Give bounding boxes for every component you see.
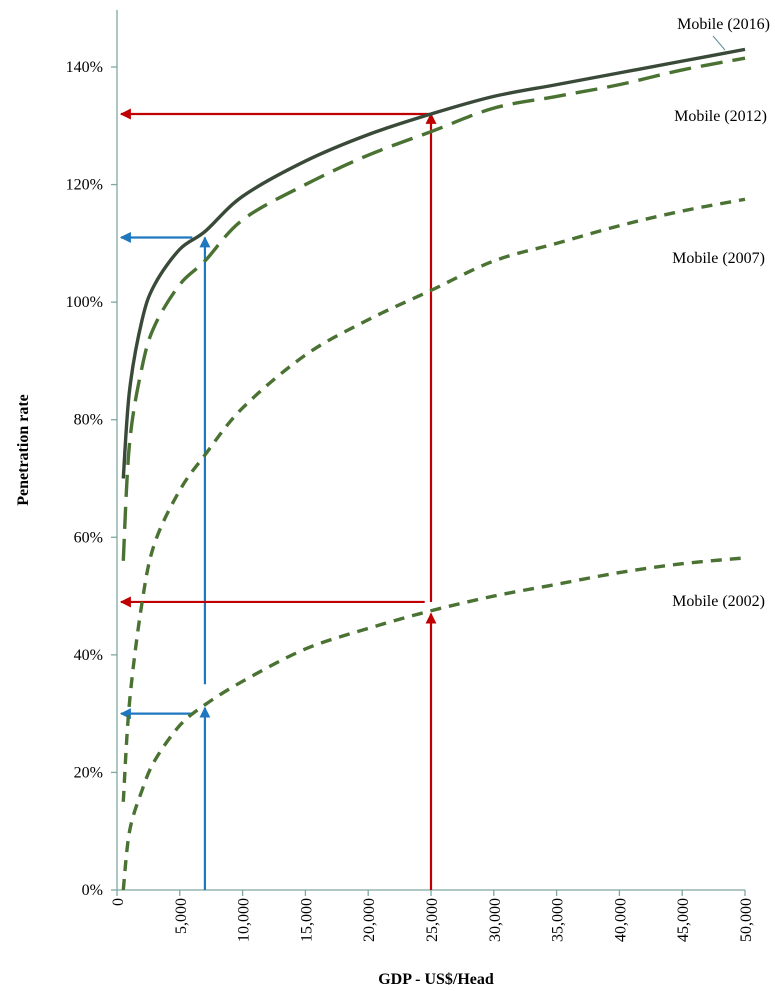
series-label-leader <box>712 35 726 51</box>
y-tick-label: 80% <box>74 412 103 429</box>
y-tick-label: 40% <box>74 647 103 664</box>
annotation-arrows <box>119 108 437 890</box>
series-line <box>121 47 746 479</box>
x-axis-title: GDP - US$/Head <box>378 971 494 988</box>
x-tick-label: 30,000 <box>487 898 504 942</box>
series-lines <box>121 47 746 891</box>
x-tick-label: 50,000 <box>738 898 755 942</box>
y-tick-label: 20% <box>74 764 103 781</box>
series-line <box>121 556 746 891</box>
x-tick-label: 35,000 <box>550 898 567 942</box>
series-label: Mobile (2002) <box>672 593 765 610</box>
series-label: Mobile (2012) <box>674 108 767 125</box>
x-tick-label: 15,000 <box>298 898 315 942</box>
x-tick-label: 25,000 <box>424 898 441 942</box>
series-line <box>121 197 746 802</box>
y-tick-label: 120% <box>66 177 103 194</box>
series-labels: Mobile (2016) Mobile (2012) Mobile (2007) M… <box>672 16 770 610</box>
x-tick-label: 5,000 <box>173 898 190 934</box>
y-axis-title: Penetration rate <box>15 394 32 506</box>
x-tick-label: 45,000 <box>675 898 692 942</box>
x-tick-label: 0 <box>110 898 127 906</box>
y-tick-label: 140% <box>66 59 103 76</box>
x-tick-label: 20,000 <box>361 898 378 942</box>
y-tick-label: 60% <box>74 529 103 546</box>
series-label: Mobile (2016) <box>677 16 770 33</box>
x-tick-label: 40,000 <box>612 898 629 942</box>
y-tick-label: 100% <box>66 294 103 311</box>
y-tick-label: 0% <box>82 882 103 899</box>
axes: 0% 20% 40% 60% 80% 100% 120% 140% 0 5,000 10,000 15… <box>66 10 755 942</box>
x-tick-label: 10,000 <box>236 898 253 942</box>
series-line <box>121 56 746 561</box>
series-label: Mobile (2007) <box>672 250 765 267</box>
